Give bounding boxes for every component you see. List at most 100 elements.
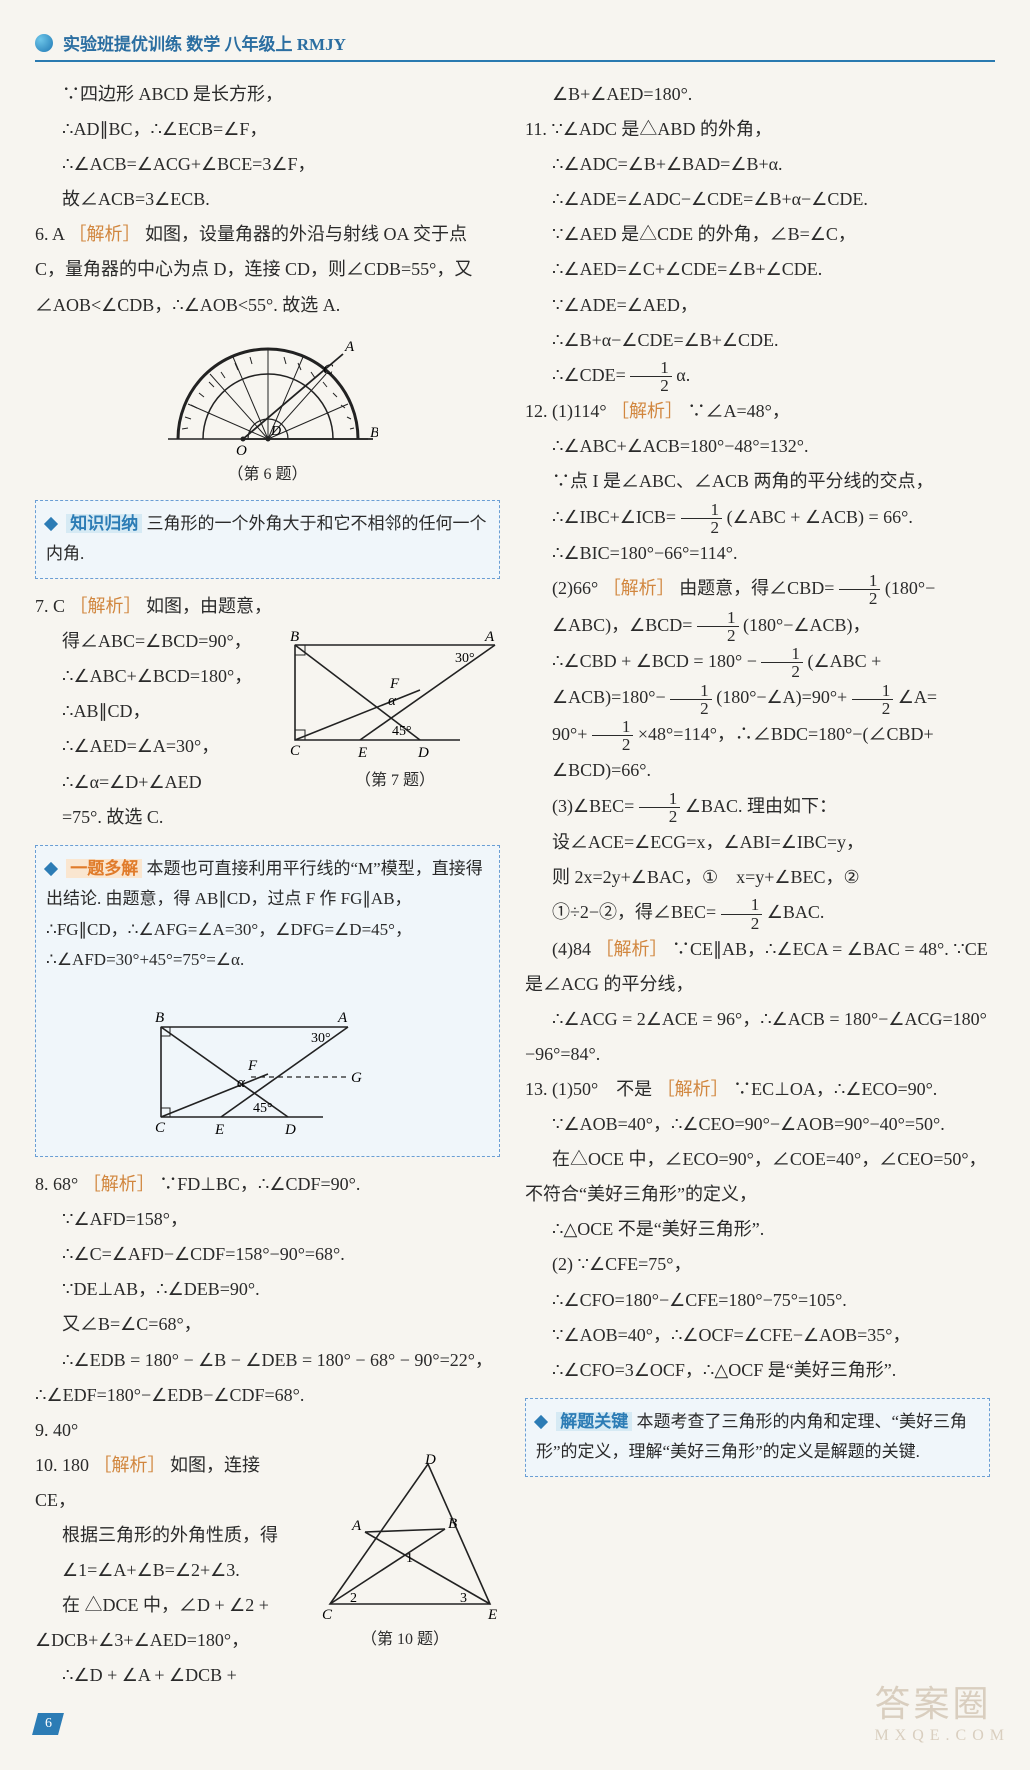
line: ∵点 I 是∠ABC、∠ACB 两角的平分线的交点， (525, 464, 990, 499)
note-title: 一题多解 (66, 859, 142, 878)
svg-text:45°: 45° (253, 1101, 273, 1116)
svg-text:O: O (236, 443, 247, 459)
line: ∴∠CFO=180°−∠CFE=180°−75°=105°. (525, 1283, 990, 1318)
svg-text:3: 3 (460, 1591, 467, 1606)
svg-text:2: 2 (350, 1591, 357, 1606)
line: ∴∠CFO=3∠OCF，∴△OCF 是“美好三角形”. (525, 1353, 990, 1388)
figure-10: D A B C E 1 2 3 （第 10 题） (310, 1454, 500, 1655)
header-title: 实验班提优训练 数学 八年级上 RMJY (63, 30, 346, 55)
svg-text:G: G (351, 1070, 362, 1086)
note-title: 知识归纳 (66, 514, 142, 533)
line: 在△OCE 中，∠ECO=90°，∠COE=40°，∠CEO=50°，不符合“美… (525, 1142, 990, 1212)
figure-6: A C B D O （第 6 题） (35, 329, 500, 490)
svg-text:C: C (155, 1120, 166, 1136)
line: ∴∠D + ∠A + ∠DCB + (35, 1658, 500, 1693)
svg-text:D: D (270, 424, 281, 439)
svg-text:B: B (370, 425, 378, 441)
figure-7-caption: （第 7 题） (355, 765, 435, 796)
svg-text:A: A (484, 629, 495, 645)
note-key: 解题关键 本题考查了三角形的内角和定理、“美好三角形”的定义，理解“美好三角形”… (525, 1398, 990, 1477)
svg-text:E: E (357, 745, 367, 761)
line: ∵四边形 ABCD 是长方形， (35, 77, 500, 112)
diamond-icon (44, 862, 58, 876)
q12-3-head: (3)∠BEC= 12 ∠BAC. 理由如下： (525, 789, 990, 825)
line: ∴∠C=∠AFD−∠CDF=158°−90°=68°. (35, 1237, 500, 1272)
q11-1: ∵∠ADC 是△ABD 的外角， (551, 119, 772, 139)
q12-1-head: 12. (1)114° (525, 401, 607, 421)
svg-text:α: α (237, 1075, 246, 1091)
line: ∴△OCE 不是“美好三角形”. (525, 1212, 990, 1247)
svg-text:F: F (389, 676, 400, 692)
line: ∵∠AED 是△CDE 的外角，∠B=∠C， (525, 217, 990, 252)
svg-text:A: A (351, 1518, 362, 1534)
analysis-label: ［解析］ (94, 1455, 166, 1475)
page-number: 6 (32, 1713, 64, 1735)
svg-text:A: A (344, 339, 355, 355)
line: ∴∠ACB=∠ACG+∠BCE=3∠F， (35, 147, 500, 182)
q10-head: 10. 180 (35, 1455, 89, 1475)
analysis-label: ［解析］ (611, 401, 683, 421)
svg-text:C: C (322, 1607, 333, 1623)
analysis-label: ［解析］ (69, 224, 141, 244)
line: ∴∠IBC+∠ICB= 12 (∠ABC + ∠ACB) = 66°. (525, 500, 990, 536)
line: ①÷2−②，得∠BEC= 12 ∠BAC. (525, 895, 990, 931)
line: ∠ABC)，∠BCD= 12 (180°−∠ACB)， (525, 608, 990, 644)
line: ∠ACB)=180°− 12 (180°−∠A)=90°+ 12 ∠A= (525, 680, 990, 716)
svg-text:C: C (323, 362, 334, 378)
note-multisolve: 一题多解 本题也可直接利用平行线的“M”模型，直接得出结论. 由题意，得 AB∥… (35, 845, 500, 1157)
figure-6-caption: （第 6 题） (227, 459, 307, 490)
analysis-label: ［解析］ (657, 1079, 729, 1099)
analysis-label: ［解析］ (83, 1174, 155, 1194)
column-left: ∵四边形 ABCD 是长方形， ∴AD∥BC，∴∠ECB=∠F， ∴∠ACB=∠… (35, 77, 500, 1740)
line: ∴∠ABC+∠ACB=180°−48°=132°. (525, 429, 990, 464)
line: ∠BCD)=66°. (525, 753, 990, 788)
svg-text:D: D (417, 745, 429, 761)
svg-text:B: B (448, 1516, 457, 1532)
header-gem-icon (35, 34, 53, 52)
line: ∴∠CDE= 12 α. (525, 358, 990, 394)
q11-line1: 11. ∵∠ADC 是△ABD 的外角， (525, 112, 990, 147)
q12-4-head: (4)84 (552, 939, 591, 959)
q11-head: 11. (525, 119, 547, 139)
svg-text:α: α (388, 693, 397, 709)
line: 则 2x=2y+∠BAC，① x=y+∠BEC，② (525, 860, 990, 895)
figure-7: B A 30° C E D 45° α F （第 7 题） (290, 595, 500, 796)
q8-body: ∵FD⊥BC，∴∠CDF=90°. (159, 1174, 360, 1194)
line: ∴AD∥BC，∴∠ECB=∠F， (35, 112, 500, 147)
q12-2-head: (2)66° (552, 578, 598, 598)
line: ∠B+∠AED=180°. (525, 77, 990, 112)
line: 故∠ACB=3∠ECB. (35, 182, 500, 217)
line: ∴∠BIC=180°−66°=114°. (525, 536, 990, 571)
line: ∴∠ADC=∠B+∠BAD=∠B+α. (525, 147, 990, 182)
fig7b-svg: B A 30° C E D G F α 45° (153, 982, 383, 1142)
svg-text:C: C (290, 743, 301, 759)
q8-head: 8. 68° (35, 1174, 78, 1194)
analysis-label: ［解析］ (603, 578, 675, 598)
q6-line: 6. A ［解析］ 如图，设量角器的外沿与射线 OA 交于点 C，量角器的中心为… (35, 217, 500, 322)
line: ∴∠EDB = 180° − ∠B − ∠DEB = 180° − 68° − … (35, 1343, 500, 1413)
line: ∵∠AOB=40°，∴∠CEO=90°−∠AOB=90°−40°=50°. (525, 1107, 990, 1142)
q6-head: 6. A (35, 224, 64, 244)
line: ∴∠B+α−∠CDE=∠B+∠CDE. (525, 323, 990, 358)
protractor-svg: A C B D O (158, 329, 378, 459)
svg-text:30°: 30° (455, 651, 475, 666)
fig10-svg: D A B C E 1 2 3 (310, 1454, 500, 1624)
q7-head: 7. C (35, 596, 65, 616)
line: ∴∠AED=∠C+∠CDE=∠B+∠CDE. (525, 252, 990, 287)
figure-10-caption: （第 10 题） (361, 1624, 449, 1655)
svg-text:A: A (337, 1010, 348, 1026)
svg-text:E: E (214, 1122, 224, 1138)
line: ∵∠AFD=158°， (35, 1202, 500, 1237)
note-knowledge: 知识归纳 三角形的一个外角大于和它不相邻的任何一个内角. (35, 500, 500, 579)
figure-7b: B A 30° C E D G F α 45° (46, 982, 489, 1142)
q12-2-line: (2)66° ［解析］ 由题意，得∠CBD= 12 (180°− (525, 571, 990, 607)
q12-1-line: 12. (1)114° ［解析］ ∵∠A=48°， (525, 394, 990, 429)
page-header: 实验班提优训练 数学 八年级上 RMJY (35, 30, 995, 62)
line: ∴∠ACG = 2∠ACE = 96°，∴∠ACB = 180°−∠ACG=18… (525, 1002, 990, 1072)
svg-text:D: D (424, 1454, 436, 1468)
svg-text:D: D (284, 1122, 296, 1138)
q7-body: 如图，由题意， (146, 596, 272, 616)
analysis-label: ［解析］ (70, 596, 142, 616)
line: ∵∠AOB=40°，∴∠OCF=∠CFE−∠AOB=35°， (525, 1318, 990, 1353)
line: ∴∠ADE=∠ADC−∠CDE=∠B+α−∠CDE. (525, 182, 990, 217)
